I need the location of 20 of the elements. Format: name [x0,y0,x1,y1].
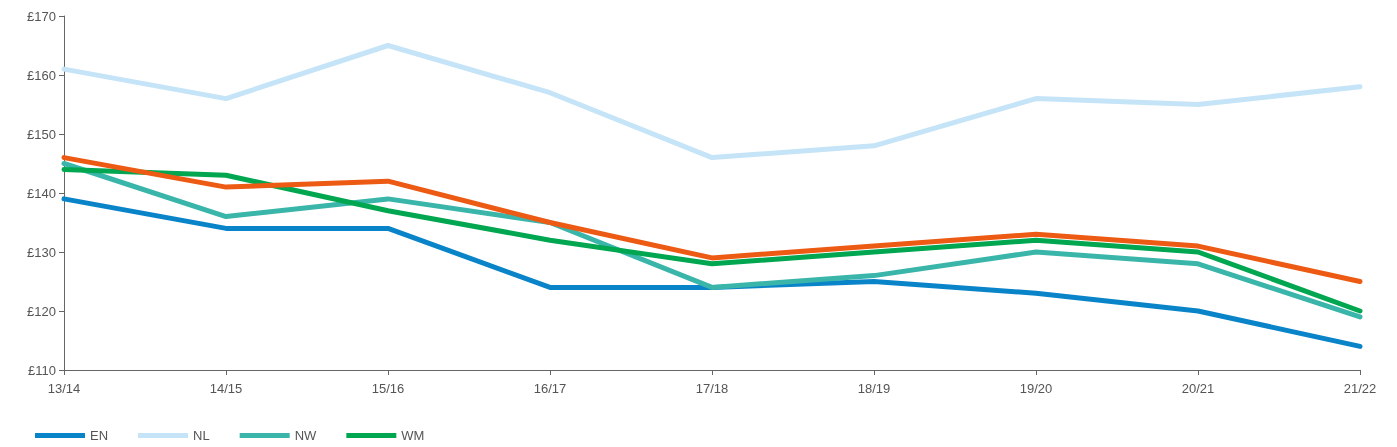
x-tick-label: 13/14 [47,381,81,396]
x-tick-label: 19/20 [1019,381,1053,396]
y-tick-label: £110 [28,362,56,378]
y-tick-label: £160 [27,67,56,83]
x-tick-label: 15/16 [371,381,405,396]
y-tick-label: £150 [27,126,56,142]
y-tick-label: £120 [27,303,56,319]
x-tick-label: 17/18 [695,381,729,396]
legend-label: WM [401,428,425,443]
y-tick-label: £130 [27,244,56,260]
legend-label: EN [90,428,109,443]
x-tick-label: 20/21 [1181,381,1215,396]
legend-label: NW [294,428,318,443]
y-tick-label: £140 [27,185,56,201]
x-tick-label: 21/22 [1343,381,1377,396]
x-tick-label: 18/19 [857,381,891,396]
legend-label: NL [193,428,210,443]
x-tick-label: 16/17 [533,381,567,396]
y-tick-label: £170 [27,8,56,24]
x-tick-label: 14/15 [209,381,243,396]
